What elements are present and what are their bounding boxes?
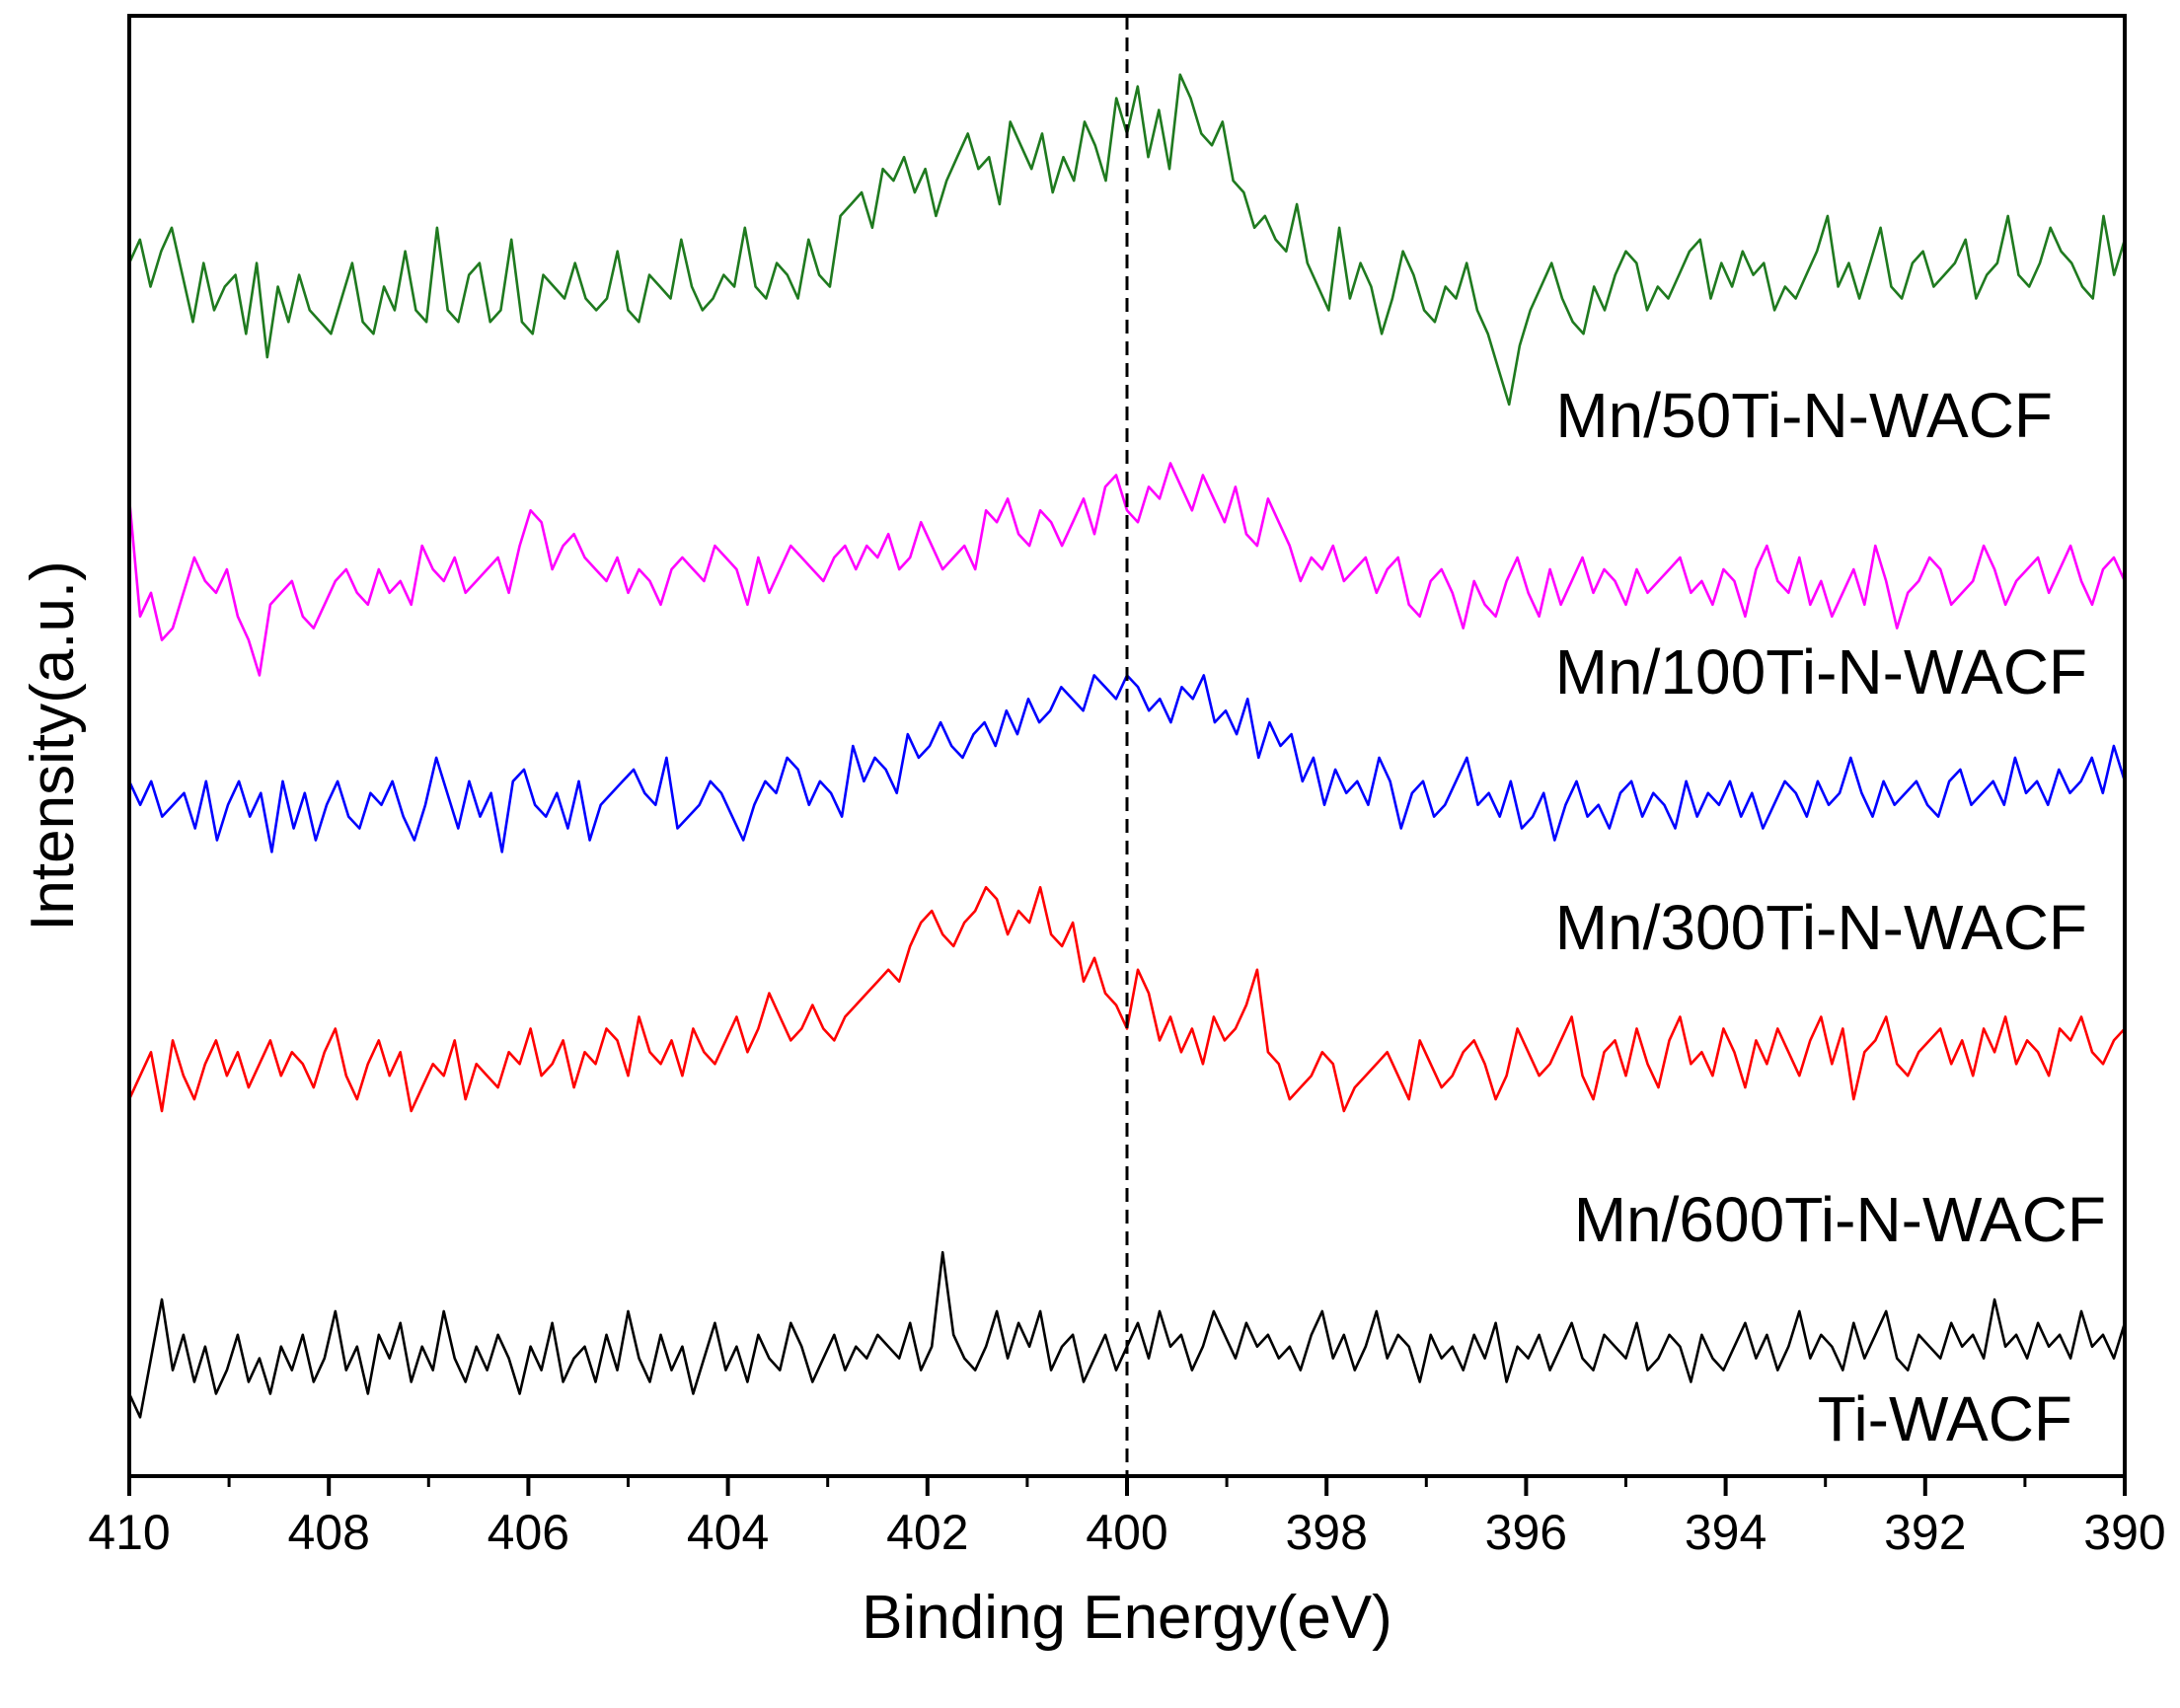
series-label-ti-wacf: Ti-WACF (1818, 1383, 2072, 1454)
y-axis-title: Intensity(a.u.) (19, 560, 87, 931)
x-axis-title: Binding Energy(eV) (862, 1584, 1392, 1652)
x-tick-label-408: 408 (287, 1505, 369, 1560)
series-line-mn-600ti-n-wacf (127, 885, 2126, 1113)
series-line-mn-100ti-n-wacf (127, 462, 2127, 677)
series-label-mn-600ti-n-wacf: Mn/600Ti-N-WACF (1574, 1184, 2106, 1255)
series-label-mn-50ti-n-wacf: Mn/50Ti-N-WACF (1555, 380, 2053, 451)
x-tick-label-390: 390 (2083, 1505, 2165, 1560)
x-tick-label-410: 410 (88, 1505, 170, 1560)
x-tick-label-398: 398 (1285, 1505, 1367, 1560)
x-tick-label-400: 400 (1086, 1505, 1167, 1560)
x-tick-label-394: 394 (1685, 1505, 1767, 1560)
x-tick-label-404: 404 (687, 1505, 769, 1560)
series-label-mn-300ti-n-wacf: Mn/300Ti-N-WACF (1555, 892, 2087, 963)
series-label-mn-100ti-n-wacf: Mn/100Ti-N-WACF (1555, 636, 2087, 707)
x-tick-label-406: 406 (488, 1505, 569, 1560)
x-tick-label-392: 392 (1884, 1505, 1966, 1560)
x-tick-label-402: 402 (886, 1505, 968, 1560)
x-ticks: 410 408 406 404 402 400 398 396 394 392 390 (88, 1476, 2166, 1560)
x-tick-label-396: 396 (1485, 1505, 1567, 1560)
series-labels: Mn/50Ti-N-WACF Mn/100Ti-N-WACF Mn/300Ti-N-… (1555, 380, 2106, 1454)
